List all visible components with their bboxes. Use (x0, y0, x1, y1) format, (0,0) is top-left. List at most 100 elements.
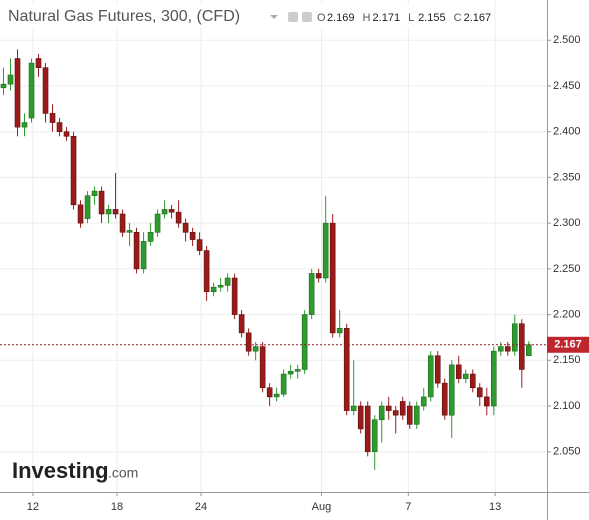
chart-title: Natural Gas Futures, 300, (CFD) (8, 8, 240, 25)
candle-body (140, 241, 147, 270)
candle-body (266, 387, 273, 398)
ohlc-value: 2.167 (464, 12, 492, 24)
candle-body (490, 350, 497, 407)
y-tick-label: 2.300 (553, 217, 581, 229)
settings-icon[interactable] (302, 12, 312, 22)
candle-body (231, 277, 238, 315)
candle-body (126, 230, 133, 233)
last-price-box (547, 336, 589, 353)
candle-body (329, 222, 336, 334)
y-tick-label: 2.150 (553, 354, 581, 366)
y-tick-label: 2.100 (553, 400, 581, 412)
y-tick-label: 2.200 (553, 308, 581, 320)
candle-body (504, 346, 511, 352)
candle-body (322, 222, 329, 279)
candle-body (175, 211, 182, 224)
candle-body (7, 74, 14, 85)
candle-body (287, 370, 294, 375)
candle-body (70, 135, 77, 206)
ohlc-key: L (408, 12, 414, 24)
candle-body (224, 277, 231, 286)
candle-body (406, 405, 413, 425)
candle-body (245, 332, 252, 352)
candle-body (49, 113, 56, 123)
candle-body (196, 239, 203, 251)
candle-body (168, 209, 175, 213)
y-tick-label: 2.500 (553, 34, 581, 46)
candle-body (42, 67, 49, 114)
candle-body (133, 231, 140, 270)
last-price-label: 2.167 (554, 339, 582, 351)
candle-body (147, 231, 154, 242)
candle-body (420, 396, 427, 407)
candle-body (14, 58, 21, 128)
eye-icon[interactable] (288, 12, 298, 22)
candle-body (119, 213, 126, 233)
candle-body (455, 364, 462, 379)
candle-body (21, 122, 28, 128)
candle-body (399, 401, 406, 416)
candle-body (511, 323, 518, 352)
ohlc-key: H (363, 12, 371, 24)
plot (0, 0, 547, 492)
x-tick-label: 13 (489, 501, 501, 513)
candle-body (77, 204, 84, 224)
candle-body (343, 328, 350, 411)
candle-body (105, 209, 112, 215)
candle-body (497, 346, 504, 352)
candle-body (392, 410, 399, 416)
candle-body (315, 273, 322, 279)
candle-body (336, 328, 343, 334)
candle-body (350, 405, 357, 411)
x-tick-label: 12 (27, 501, 39, 513)
candle-body (371, 419, 378, 453)
candle-body (462, 373, 469, 379)
candle-body (252, 346, 259, 352)
y-tick-label: 2.350 (553, 171, 581, 183)
candle-body (280, 373, 287, 395)
ohlc-key: C (454, 12, 462, 24)
x-tick-label: 24 (195, 501, 207, 513)
ohlc-key: O (317, 12, 326, 24)
candle-body (308, 273, 315, 315)
x-tick-label: Aug (312, 501, 332, 513)
candle-body (203, 250, 210, 293)
y-tick-label: 2.400 (553, 126, 581, 138)
y-tick-label: 2.450 (553, 80, 581, 92)
candle-body (0, 83, 7, 89)
x-tick-label: 18 (111, 501, 123, 513)
dropdown-icon[interactable] (270, 15, 278, 19)
logo: Investing (12, 458, 109, 483)
candle-body (483, 396, 490, 407)
candle-body (301, 314, 308, 370)
candle-body (525, 344, 532, 357)
candle-body (427, 355, 434, 398)
candle-body (434, 355, 441, 384)
candle-body (182, 222, 189, 233)
y-tick-label: 2.250 (553, 263, 581, 275)
candle-body (259, 346, 266, 389)
candle-body (56, 122, 63, 132)
candle-body (161, 209, 168, 215)
candle-body (91, 190, 98, 197)
candle-body (273, 393, 280, 398)
ohlc-value: 2.155 (418, 12, 446, 24)
candle-body (385, 405, 392, 411)
candle-body (112, 209, 119, 215)
candle-body (448, 364, 455, 416)
candle-body (441, 382, 448, 416)
candle-body (294, 369, 301, 372)
candle-body (35, 58, 42, 68)
ohlc-header: O 2.169 H 2.171 L 2.155 C 2.167 (317, 12, 491, 24)
candle-body (84, 195, 91, 219)
candle-body (357, 405, 364, 430)
x-tick-label: 7 (405, 501, 411, 513)
candle-body (413, 405, 420, 425)
candle-body (189, 231, 196, 240)
y-tick-label: 2.050 (553, 446, 581, 458)
candle-body (210, 286, 217, 293)
candle-body (154, 213, 161, 233)
logo-suffix: .com (108, 465, 138, 481)
